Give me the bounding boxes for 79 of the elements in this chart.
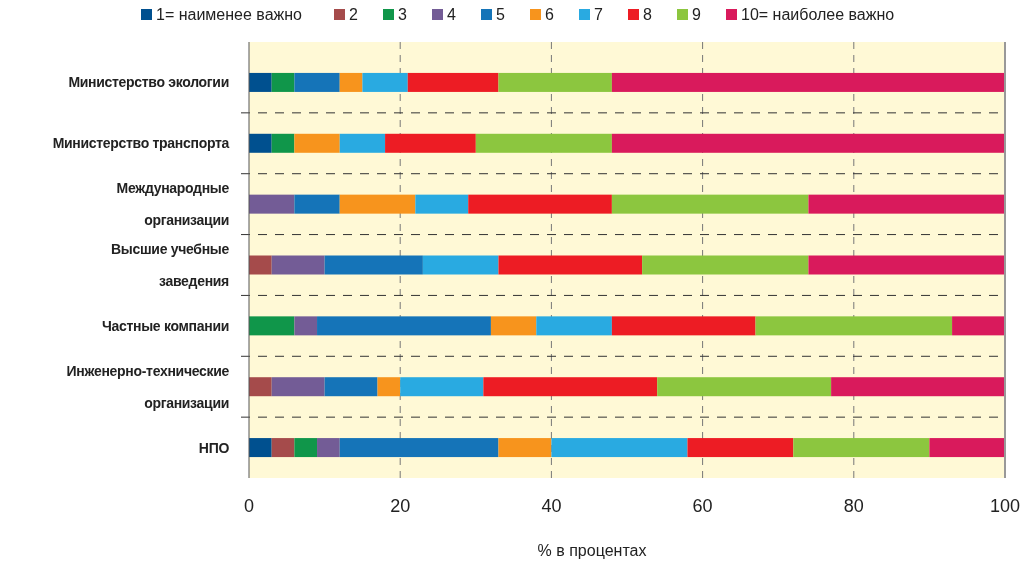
bar	[642, 255, 809, 275]
bar	[271, 72, 295, 92]
bar	[400, 377, 484, 397]
bar	[551, 438, 688, 458]
legend-label: 1= наименее важно	[156, 6, 303, 23]
x-tick-label: 60	[692, 496, 713, 516]
bar	[536, 316, 612, 336]
y-tick-label: Международные организации	[116, 180, 230, 229]
bar	[249, 194, 295, 214]
bar	[271, 377, 325, 397]
bar	[362, 72, 408, 92]
bar	[324, 377, 378, 397]
bar	[339, 438, 499, 458]
bar	[317, 316, 491, 336]
bar	[498, 72, 612, 92]
x-tick-label: 0	[243, 496, 255, 516]
legend-label: 2	[349, 6, 358, 23]
bar	[249, 316, 295, 336]
legend-label: 10= наиболее важно	[741, 6, 895, 23]
bar	[249, 377, 272, 397]
bar	[611, 316, 756, 336]
bar	[294, 316, 318, 336]
bar	[808, 255, 1005, 275]
bar	[468, 194, 612, 214]
bar	[249, 255, 272, 275]
legend-label: 8	[643, 6, 652, 23]
x-tick-label: 100	[989, 496, 1021, 516]
bar	[294, 194, 340, 214]
bar	[687, 438, 794, 458]
legend-label: 7	[594, 6, 603, 23]
legend-label: 5	[496, 6, 505, 23]
bar	[952, 316, 1005, 336]
bar	[339, 72, 363, 92]
bar	[385, 133, 476, 153]
bar	[498, 255, 643, 275]
bar	[831, 377, 1005, 397]
bar	[317, 438, 340, 458]
y-tick-label: Частные компании	[101, 317, 229, 334]
bar	[294, 438, 318, 458]
bar	[271, 438, 295, 458]
y-tick-label: Министерство транспорта	[52, 135, 230, 152]
bar	[339, 133, 386, 153]
bar	[249, 133, 272, 153]
bar	[929, 438, 1005, 458]
bar	[422, 255, 499, 275]
bar	[490, 316, 537, 336]
bar	[324, 255, 423, 275]
bar	[339, 194, 416, 214]
bar	[475, 133, 612, 153]
bar	[271, 133, 295, 153]
y-tick-label: Высшие учебные заведения	[111, 241, 230, 289]
legend-label: 3	[398, 6, 407, 23]
bar	[271, 255, 325, 275]
bar	[407, 72, 499, 92]
x-tick-label: 40	[541, 496, 562, 516]
legend-label: 6	[545, 6, 554, 23]
legend-label: 4	[447, 6, 456, 23]
bar	[657, 377, 832, 397]
bar	[415, 194, 469, 214]
bar	[755, 316, 953, 336]
x-axis-title: % в процентах	[537, 542, 647, 559]
bar	[498, 438, 552, 458]
bar	[294, 72, 340, 92]
bar	[249, 438, 272, 458]
y-tick-label: Министерство экологии	[68, 74, 229, 91]
y-tick-label: НПО	[198, 439, 230, 456]
bar	[294, 133, 340, 153]
bar	[377, 377, 401, 397]
bar	[611, 133, 1005, 153]
bar	[483, 377, 658, 397]
bar	[611, 72, 1005, 92]
bar	[793, 438, 930, 458]
x-tick-label: 20	[390, 496, 411, 516]
bar	[611, 194, 809, 214]
bar	[808, 194, 1005, 214]
y-tick-label: Инженерно-технические организации	[66, 362, 230, 411]
bar	[249, 72, 272, 92]
legend-label: 9	[692, 6, 701, 23]
x-tick-label: 80	[843, 496, 864, 516]
